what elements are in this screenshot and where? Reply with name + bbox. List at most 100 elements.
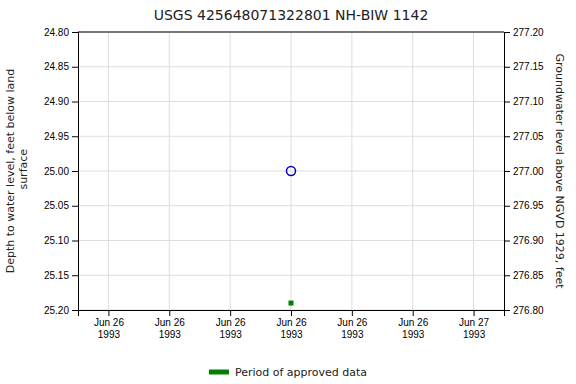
legend: Period of approved data: [209, 366, 367, 379]
chart: Jun 261993 Jun 261993 Jun 261993 Jun 261993…: [0, 0, 576, 384]
tick: 24.95: [44, 131, 78, 142]
tick: 276.90: [504, 235, 544, 246]
tick-label: Jun 271993: [459, 317, 489, 340]
grid-line: [230, 32, 231, 310]
tick: 25.20: [44, 305, 78, 316]
tick: 24.85: [44, 61, 78, 72]
tick: 24.90: [44, 96, 78, 107]
tick: Jun 271993: [459, 310, 489, 340]
tick: 276.85: [504, 270, 544, 281]
point: [287, 167, 296, 176]
tick: 25.10: [44, 235, 78, 246]
tick-label: 277.05: [513, 131, 544, 142]
tick-label: 24.85: [44, 61, 69, 72]
tick: Jun 261993: [398, 310, 428, 340]
tick-label: Jun 261993: [155, 317, 185, 340]
tick-mark: [72, 275, 78, 276]
tick-mark: [230, 310, 231, 316]
grid-line: [351, 32, 352, 310]
tick: Jun 261993: [276, 310, 306, 340]
plot: Jun 261993 Jun 261993 Jun 261993 Jun 261993…: [4, 7, 566, 340]
tick-label: 25.10: [44, 235, 69, 246]
tick-mark: [504, 32, 510, 33]
axis-line: [505, 33, 511, 311]
point: [289, 301, 294, 306]
grid: [78, 32, 504, 310]
tick: 276.95: [504, 200, 544, 211]
tick-label: 276.85: [513, 270, 544, 281]
tick-label: 277.20: [513, 27, 544, 38]
tick-label: 276.90: [513, 235, 544, 246]
axis-line: [72, 33, 79, 311]
tick-mark: [413, 310, 414, 316]
x-axis: Jun 261993 Jun 261993 Jun 261993 Jun 261993…: [79, 310, 505, 340]
tick: Jun 261993: [94, 310, 124, 340]
tick-label: 24.80: [44, 27, 69, 38]
tick: 25.05: [44, 200, 78, 211]
tick-label: Jun 261993: [398, 317, 428, 340]
grid-line: [108, 32, 109, 310]
tick: 277.05: [504, 131, 544, 142]
tick-mark: [108, 310, 109, 316]
tick: 25.00: [44, 166, 78, 177]
axis-title: Depth to water level, feet below land su…: [4, 69, 30, 274]
legend-swatch: [209, 370, 229, 375]
y2-axis: 277.20 277.15 277.10 277.05 277.00 276.95 276.…: [504, 27, 544, 316]
tick-mark: [504, 136, 510, 137]
tick-mark: [504, 241, 510, 242]
tick-label: 25.15: [44, 270, 69, 281]
tick-mark: [72, 136, 78, 137]
tick: Jun 261993: [216, 310, 246, 340]
legend-label: Period of approved data: [235, 366, 367, 379]
tick-label: 25.20: [44, 305, 69, 316]
tick-mark: [352, 310, 353, 316]
tick: Jun 261993: [155, 310, 185, 340]
tick-label: 25.05: [44, 200, 69, 211]
tick-mark: [72, 32, 78, 33]
tick: 277.20: [504, 27, 544, 38]
tick-label: 277.10: [513, 96, 544, 107]
tick-mark: [72, 206, 78, 207]
grid-line: [169, 32, 170, 310]
axis-title: Groundwater level above NGVD 1929, feet: [553, 53, 566, 289]
tick-label: 24.90: [44, 96, 69, 107]
tick-mark: [504, 310, 510, 311]
tick-label: 25.00: [44, 166, 69, 177]
grid-line: [473, 32, 474, 310]
tick-mark: [504, 275, 510, 276]
tick-mark: [72, 171, 78, 172]
tick-mark: [72, 67, 78, 68]
tick-mark: [504, 206, 510, 207]
grid-line: [78, 32, 504, 33]
tick-label: 276.95: [513, 200, 544, 211]
tick: 25.15: [44, 270, 78, 281]
axis-line: [79, 311, 505, 317]
title: USGS 425648071322801 NH-BIW 1142: [154, 7, 429, 23]
tick: 277.10: [504, 96, 544, 107]
y-axis: 24.80 24.85 24.90 24.95 25.00 25.05 25.10 25.15…: [44, 27, 79, 316]
grid-line: [291, 32, 292, 310]
tick-mark: [504, 102, 510, 103]
tick-label: 276.80: [513, 305, 544, 316]
series: [289, 301, 294, 306]
tick-mark: [504, 67, 510, 68]
tick-mark: [72, 241, 78, 242]
tick-mark: [291, 310, 292, 316]
tick: 277.00: [504, 166, 544, 177]
legend-item: Period of approved data: [209, 366, 367, 379]
tick-label: Jun 261993: [276, 317, 306, 340]
tick-mark: [72, 310, 78, 311]
tick-mark: [474, 310, 475, 316]
tick-label: 277.15: [513, 61, 544, 72]
tick-label: 24.95: [44, 131, 69, 142]
tick-mark: [169, 310, 170, 316]
grid-line: [412, 32, 413, 310]
tick: Jun 261993: [337, 310, 367, 340]
tick: 276.80: [504, 305, 544, 316]
frame-line: [78, 32, 504, 33]
tick-label: Jun 261993: [216, 317, 246, 340]
tick: 24.80: [44, 27, 78, 38]
tick-mark: [72, 102, 78, 103]
tick-label: Jun 261993: [94, 317, 124, 340]
tick-label: Jun 261993: [337, 317, 367, 340]
